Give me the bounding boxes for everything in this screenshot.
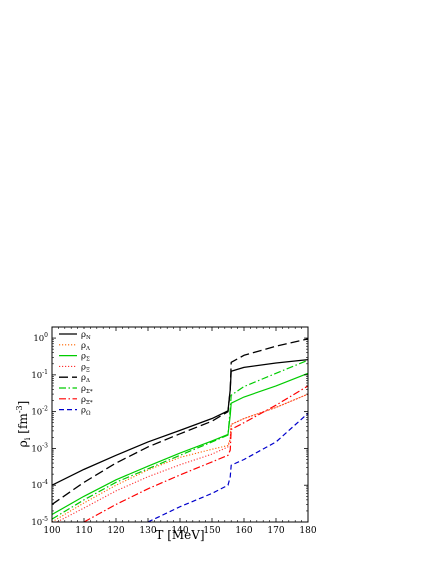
series-line-1 xyxy=(52,358,308,486)
y-tick-label: 10-3 xyxy=(31,442,48,454)
x-tick-label: 120 xyxy=(107,526,124,536)
series-line-4 xyxy=(55,393,308,522)
x-tick-label: 170 xyxy=(267,526,284,536)
y-tick-label: 10-2 xyxy=(31,406,48,418)
x-tick-labels: 100 110 120 130 140 150 160 170 180 xyxy=(43,526,316,536)
y-tick-label: 100 xyxy=(33,332,48,344)
x-tick-label: 100 xyxy=(43,526,60,536)
y-tick-label: 10-5 xyxy=(31,516,48,528)
legend-label-2: ρΛ xyxy=(81,341,91,352)
x-axis-label: T [MeV] xyxy=(155,528,204,542)
x-tick-label: 110 xyxy=(75,526,92,536)
legend-label-3: ρΣ xyxy=(81,352,90,363)
series-line-2 xyxy=(52,393,308,522)
legend-label-8: ρΩ xyxy=(81,406,91,417)
series-line-8 xyxy=(147,412,308,522)
legend-box xyxy=(56,329,100,419)
legend-label-4: ρΞ xyxy=(81,362,90,373)
x-tick-label: 160 xyxy=(235,526,252,536)
y-tick-label: 10-4 xyxy=(31,479,48,491)
axis-ticks xyxy=(51,326,309,523)
series-line-3 xyxy=(52,372,308,516)
legend-label-7: ρΞ* xyxy=(81,395,93,406)
series-line-7 xyxy=(83,385,308,522)
x-tick-label: 130 xyxy=(139,526,156,536)
x-tick-label: 140 xyxy=(171,526,188,536)
series-line-5 xyxy=(52,338,308,505)
legend-label-1: ρN xyxy=(81,330,91,341)
y-tick-labels: 10-5 10-4 10-3 10-2 10-1 100 xyxy=(31,332,48,528)
x-tick-label: 180 xyxy=(299,526,316,536)
x-tick-label: 150 xyxy=(203,526,220,536)
legend-label-6: ρΣ* xyxy=(81,384,93,395)
y-axis-label: ρi[fm-3] xyxy=(15,401,32,448)
series-line-6 xyxy=(52,359,308,520)
series-group xyxy=(52,338,308,522)
legend-label-5: ρΔ xyxy=(81,373,90,384)
y-tick-label: 10-1 xyxy=(31,369,48,381)
